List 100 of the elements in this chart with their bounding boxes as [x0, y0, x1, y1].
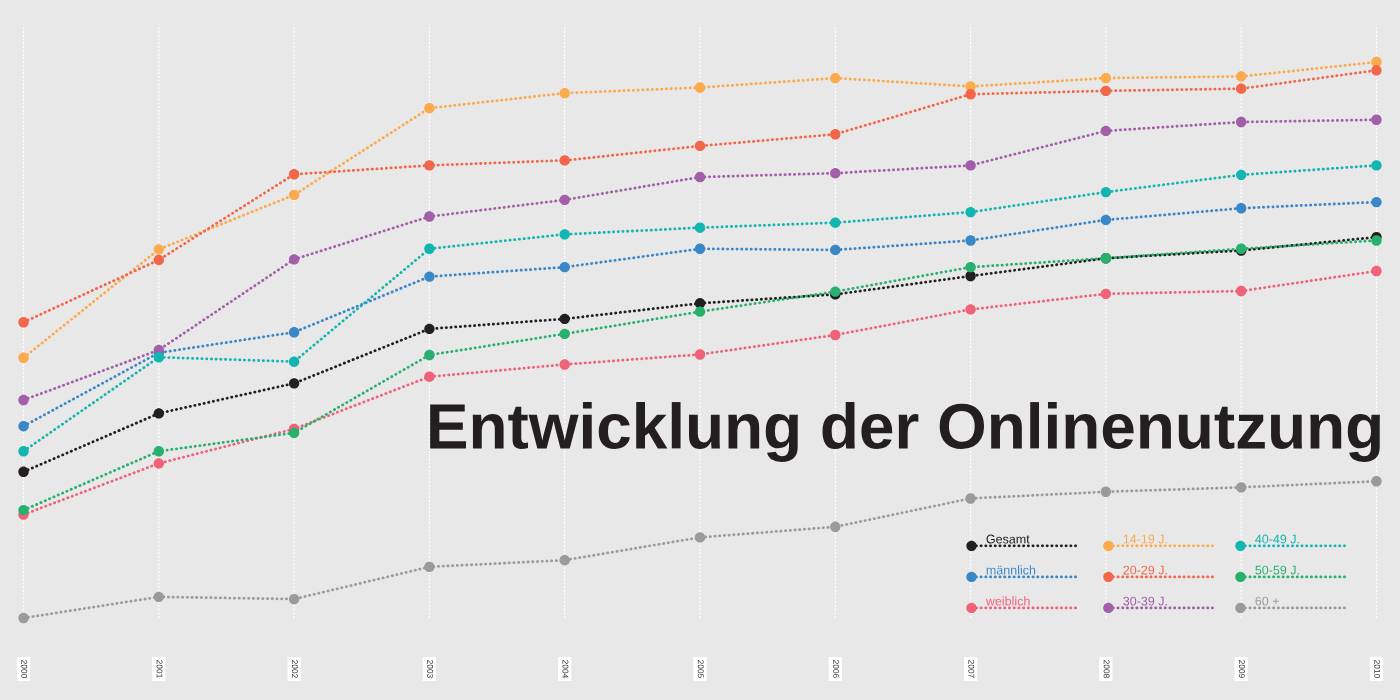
point [830, 329, 841, 341]
point [288, 189, 300, 201]
legend-label: männlich [986, 565, 1036, 575]
point [424, 349, 435, 361]
point [965, 270, 976, 282]
point [153, 408, 165, 419]
legend-label: 50-59 J. [1255, 565, 1299, 575]
point [965, 160, 976, 171]
point [559, 155, 570, 166]
point [1100, 486, 1112, 497]
point [830, 72, 841, 84]
point [965, 493, 976, 504]
legend-label: 40-49 J. [1255, 534, 1299, 544]
legend-label: 60 + [1255, 596, 1279, 606]
point [288, 326, 300, 338]
legend-label: 30-39 J. [1123, 596, 1167, 606]
point [1371, 265, 1382, 277]
point [694, 222, 706, 233]
point [559, 554, 570, 566]
x-tick-label: 2005 [697, 660, 704, 678]
point [1371, 235, 1382, 246]
point [965, 206, 976, 218]
point [1235, 169, 1247, 181]
point [424, 371, 435, 382]
point [1371, 114, 1382, 126]
point [559, 313, 570, 325]
point [559, 359, 570, 370]
x-tick-label: 2000 [21, 660, 28, 678]
point [424, 323, 435, 335]
point [424, 271, 435, 282]
point [830, 521, 841, 533]
text: Entwicklung der Onlinenutzung [430, 402, 1380, 462]
x-tick-label: 2007 [968, 660, 975, 678]
point [694, 532, 706, 543]
point [694, 243, 706, 255]
point [424, 561, 435, 573]
point [965, 89, 976, 100]
point [1100, 85, 1112, 97]
point [288, 378, 300, 389]
point [153, 591, 165, 603]
point [1371, 160, 1382, 171]
point [1235, 83, 1247, 94]
legend-label: 20-29 J. [1123, 565, 1167, 575]
point [1235, 116, 1247, 128]
point [18, 612, 29, 624]
point [1371, 476, 1382, 487]
point [153, 254, 165, 266]
point [288, 593, 300, 605]
point [559, 328, 570, 340]
point [1371, 196, 1382, 208]
point [1100, 214, 1112, 226]
point [830, 129, 841, 140]
point [288, 427, 300, 439]
point [424, 243, 435, 255]
point [18, 316, 29, 328]
legend-label: 14-19 J. [1123, 534, 1167, 544]
point [830, 244, 841, 256]
point [965, 261, 976, 273]
legend-label: weiblich [985, 596, 1030, 606]
point [1235, 285, 1247, 297]
point [1100, 186, 1112, 198]
point [288, 254, 300, 265]
point [153, 458, 165, 469]
point [18, 445, 29, 457]
x-tick-label: 2004 [562, 660, 569, 678]
point [1371, 65, 1382, 76]
legend-label: Gesamt [986, 534, 1030, 544]
point [1100, 288, 1112, 300]
point [965, 304, 976, 315]
point [18, 420, 29, 432]
point [1235, 71, 1247, 82]
point [965, 235, 976, 246]
point [559, 261, 570, 273]
point [559, 229, 570, 240]
point [18, 466, 29, 477]
x-tick-label: 2003 [427, 660, 434, 678]
point [424, 211, 435, 222]
point [1100, 72, 1112, 84]
point [153, 244, 165, 255]
point [288, 356, 300, 367]
point [424, 102, 435, 114]
x-tick-label: 2002 [291, 660, 298, 678]
point [694, 349, 706, 360]
x-tick-label: 2010 [1374, 660, 1381, 678]
point [694, 171, 706, 183]
x-tick-label: 2008 [1103, 660, 1110, 678]
point [18, 394, 29, 406]
point [1235, 203, 1247, 214]
point [694, 306, 706, 317]
point [830, 217, 841, 228]
point [694, 82, 706, 93]
point [559, 194, 570, 206]
point [694, 140, 706, 152]
x-tick-label: 2009 [1238, 660, 1245, 678]
point [288, 169, 300, 180]
point [1235, 482, 1247, 493]
point [153, 352, 165, 363]
point [830, 167, 841, 179]
point [559, 87, 570, 99]
point [18, 504, 29, 516]
